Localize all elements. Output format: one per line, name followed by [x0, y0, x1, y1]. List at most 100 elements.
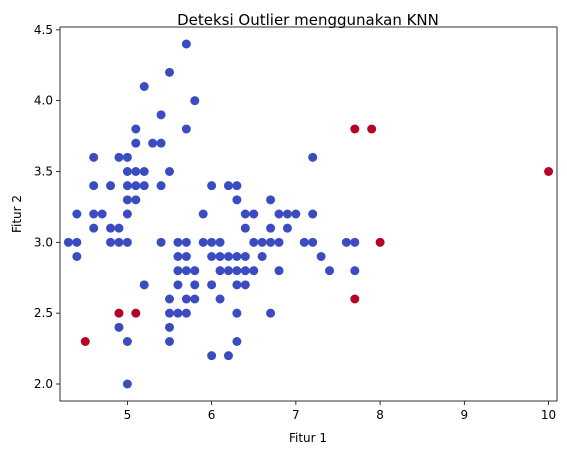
x-tick-label: 8	[376, 408, 384, 422]
inlier-point	[140, 181, 149, 190]
outlier-point	[81, 337, 90, 346]
inlier-point	[325, 266, 334, 275]
inlier-point	[182, 266, 191, 275]
inlier-point	[114, 323, 123, 332]
inlier-point	[106, 224, 115, 233]
inlier-point	[190, 295, 199, 304]
inlier-point	[123, 380, 132, 389]
inlier-point	[241, 210, 250, 219]
x-tick-label: 9	[461, 408, 469, 422]
outlier-point	[131, 309, 140, 318]
inlier-point	[131, 195, 140, 204]
inlier-point	[342, 238, 351, 247]
inlier-point	[308, 238, 317, 247]
inlier-point	[182, 295, 191, 304]
inlier-point	[207, 181, 216, 190]
y-axis-ticks: 2.02.53.03.54.04.5	[34, 23, 60, 391]
inlier-point	[157, 110, 166, 119]
inlier-point	[123, 153, 132, 162]
y-tick-label: 4.0	[34, 94, 53, 108]
inlier-point	[232, 195, 241, 204]
inlier-point	[165, 337, 174, 346]
inlier-point	[106, 238, 115, 247]
inlier-point	[182, 238, 191, 247]
inlier-point	[72, 210, 81, 219]
x-tick-label: 5	[124, 408, 132, 422]
inlier-point	[232, 309, 241, 318]
inlier-point	[123, 210, 132, 219]
inlier-point	[123, 181, 132, 190]
y-tick-label: 3.0	[34, 235, 53, 249]
inlier-point	[216, 295, 225, 304]
inlier-point	[232, 266, 241, 275]
inlier-point	[123, 195, 132, 204]
inlier-point	[207, 351, 216, 360]
inlier-point	[157, 139, 166, 148]
inlier-point	[140, 280, 149, 289]
inlier-point	[275, 266, 284, 275]
inlier-point	[232, 252, 241, 261]
inlier-point	[182, 309, 191, 318]
inlier-point	[207, 252, 216, 261]
inlier-point	[98, 210, 107, 219]
inlier-point	[89, 210, 98, 219]
inlier-point	[249, 238, 258, 247]
inlier-point	[148, 139, 157, 148]
inlier-point	[72, 252, 81, 261]
inlier-point	[131, 181, 140, 190]
inlier-point	[114, 224, 123, 233]
chart-title: Deteksi Outlier menggunakan KNN	[177, 11, 439, 29]
inlier-point	[182, 252, 191, 261]
inlier-point	[224, 266, 233, 275]
inlier-point	[224, 252, 233, 261]
inlier-point	[89, 224, 98, 233]
inlier-point	[350, 266, 359, 275]
inlier-point	[157, 238, 166, 247]
inlier-point	[266, 195, 275, 204]
outlier-point	[114, 309, 123, 318]
inlier-point	[190, 280, 199, 289]
inlier-point	[283, 210, 292, 219]
inlier-point	[266, 224, 275, 233]
inlier-point	[131, 125, 140, 134]
outlier-point	[367, 125, 376, 134]
inlier-point	[266, 238, 275, 247]
inlier-point	[182, 40, 191, 49]
inlier-point	[123, 238, 132, 247]
inlier-point	[241, 280, 250, 289]
inlier-point	[165, 68, 174, 77]
inlier-point	[216, 252, 225, 261]
x-axis-ticks: 5 6 7 8 9 10	[124, 401, 557, 422]
inlier-point	[114, 153, 123, 162]
inlier-point	[173, 309, 182, 318]
inlier-point	[224, 181, 233, 190]
inlier-point	[182, 125, 191, 134]
inlier-point	[232, 181, 241, 190]
inlier-point	[165, 309, 174, 318]
inlier-point	[350, 238, 359, 247]
y-tick-label: 2.5	[34, 306, 53, 320]
outlier-point	[376, 238, 385, 247]
inlier-point	[72, 238, 81, 247]
x-axis-label: Fitur 1	[289, 431, 327, 445]
inlier-point	[249, 210, 258, 219]
y-tick-label: 4.5	[34, 23, 53, 37]
scatter-points	[64, 40, 553, 389]
inlier-point	[131, 139, 140, 148]
x-tick-label: 7	[292, 408, 300, 422]
inlier-point	[123, 167, 132, 176]
inlier-point	[275, 210, 284, 219]
inlier-point	[140, 82, 149, 91]
inlier-point	[106, 181, 115, 190]
inlier-point	[173, 280, 182, 289]
inlier-point	[216, 238, 225, 247]
inlier-point	[249, 266, 258, 275]
inlier-point	[317, 252, 326, 261]
inlier-point	[131, 167, 140, 176]
inlier-point	[114, 238, 123, 247]
inlier-point	[89, 181, 98, 190]
inlier-point	[173, 252, 182, 261]
inlier-point	[165, 295, 174, 304]
inlier-point	[207, 280, 216, 289]
inlier-point	[157, 181, 166, 190]
